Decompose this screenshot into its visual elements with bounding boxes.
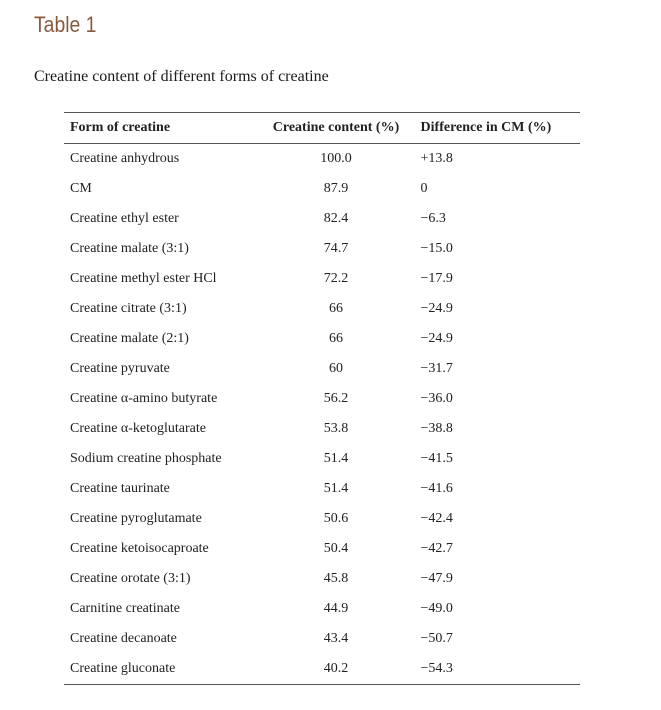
table-label: Table 1 <box>34 12 97 37</box>
cell-difference: −49.0 <box>420 601 453 616</box>
cell-form: Creatine α-ketoglutarate <box>70 421 206 436</box>
table-row: Creatine decanoate 43.4 −50.7 <box>64 624 580 654</box>
table-row: Creatine ketoisocaproate 50.4 −42.7 <box>64 534 580 564</box>
table-row: Carnitine creatinate 44.9 −49.0 <box>64 594 580 624</box>
table-row: Creatine malate (3:1) 74.7 −15.0 <box>64 234 580 264</box>
cell-content: 43.4 <box>323 631 349 646</box>
cell-difference: −31.7 <box>420 361 453 376</box>
cell-content: 87.9 <box>323 181 349 196</box>
table-caption: Creatine content of different forms of c… <box>34 68 329 85</box>
cell-content: 74.7 <box>323 241 349 256</box>
cell-difference: −42.7 <box>420 541 453 556</box>
table-row: Creatine pyroglutamate 50.6 −42.4 <box>64 504 580 534</box>
cell-form: Creatine decanoate <box>70 631 177 646</box>
cell-form: Creatine ethyl ester <box>70 211 179 226</box>
table-row: Creatine malate (2:1) 66 −24.9 <box>64 324 580 354</box>
cell-difference: −54.3 <box>420 661 453 676</box>
cell-form: Sodium creatine phosphate <box>70 451 222 466</box>
cell-difference: −17.9 <box>420 271 453 286</box>
cell-form: Creatine citrate (3:1) <box>70 301 187 316</box>
cell-difference: −42.4 <box>420 511 453 526</box>
table-row: CM 87.9 0 <box>64 174 580 204</box>
cell-difference: −38.8 <box>420 421 453 436</box>
cell-form: Creatine malate (2:1) <box>70 331 189 346</box>
cell-difference: −24.9 <box>420 331 453 346</box>
table-row: Creatine citrate (3:1) 66 −24.9 <box>64 294 580 324</box>
cell-form: Creatine gluconate <box>70 661 176 676</box>
cell-difference: −41.6 <box>420 481 453 496</box>
cell-form: Creatine anhydrous <box>70 151 180 166</box>
cell-difference: −36.0 <box>420 391 453 406</box>
cell-form: Carnitine creatinate <box>70 601 180 616</box>
cell-difference: −41.5 <box>420 451 453 466</box>
cell-difference: −47.9 <box>420 571 453 586</box>
cell-form: CM <box>70 181 92 196</box>
cell-difference: 0 <box>420 181 428 196</box>
cell-form: Creatine pyroglutamate <box>70 511 202 526</box>
cell-form: Creatine taurinate <box>70 481 170 496</box>
cell-content: 50.6 <box>323 511 349 526</box>
table-body: Creatine anhydrous 100.0 +13.8 CM 87.9 0… <box>64 144 580 685</box>
cell-content: 66 <box>329 331 344 346</box>
table-row: Creatine methyl ester HCl 72.2 −17.9 <box>64 264 580 294</box>
cell-content: 51.4 <box>323 451 349 466</box>
cell-content: 45.8 <box>323 571 349 586</box>
cell-content: 50.4 <box>323 541 349 556</box>
table-row: Creatine anhydrous 100.0 +13.8 <box>64 144 580 175</box>
table-row: Creatine orotate (3:1) 45.8 −47.9 <box>64 564 580 594</box>
cell-content: 40.2 <box>323 661 349 676</box>
cell-difference: −6.3 <box>420 211 446 226</box>
table-row: Creatine gluconate 40.2 −54.3 <box>64 654 580 685</box>
cell-content: 44.9 <box>323 601 349 616</box>
cell-difference: −24.9 <box>420 301 453 316</box>
cell-form: Creatine methyl ester HCl <box>70 271 217 286</box>
cell-difference: −50.7 <box>420 631 453 646</box>
cell-content: 60 <box>329 361 344 376</box>
table-row: Creatine taurinate 51.4 −41.6 <box>64 474 580 504</box>
table-row: Creatine α-ketoglutarate 53.8 −38.8 <box>64 414 580 444</box>
header-difference: Difference in CM (%) <box>420 120 552 135</box>
cell-content: 72.2 <box>323 271 349 286</box>
cell-content: 51.4 <box>323 481 349 496</box>
header-content: Creatine content (%) <box>272 120 400 135</box>
header-form: Form of creatine <box>70 120 171 135</box>
table-row: Creatine ethyl ester 82.4 −6.3 <box>64 204 580 234</box>
cell-form: Creatine malate (3:1) <box>70 241 189 256</box>
cell-form: Creatine orotate (3:1) <box>70 571 191 586</box>
cell-difference: +13.8 <box>420 151 453 166</box>
cell-content: 53.8 <box>323 421 349 436</box>
table-row: Creatine α-amino butyrate 56.2 −36.0 <box>64 384 580 414</box>
table-row: Creatine pyruvate 60 −31.7 <box>64 354 580 384</box>
cell-form: Creatine α-amino butyrate <box>70 391 218 406</box>
table-row: Sodium creatine phosphate 51.4 −41.5 <box>64 444 580 474</box>
cell-difference: −15.0 <box>420 241 453 256</box>
table-header-row: Form of creatine Creatine content (%) Di… <box>64 112 580 144</box>
creatine-table: Form of creatine Creatine content (%) Di… <box>64 112 580 685</box>
cell-content: 56.2 <box>323 391 349 406</box>
cell-form: Creatine pyruvate <box>70 361 170 376</box>
cell-content: 82.4 <box>323 211 349 226</box>
cell-form: Creatine ketoisocaproate <box>70 541 209 556</box>
cell-content: 100.0 <box>320 151 352 166</box>
cell-content: 66 <box>329 301 344 316</box>
